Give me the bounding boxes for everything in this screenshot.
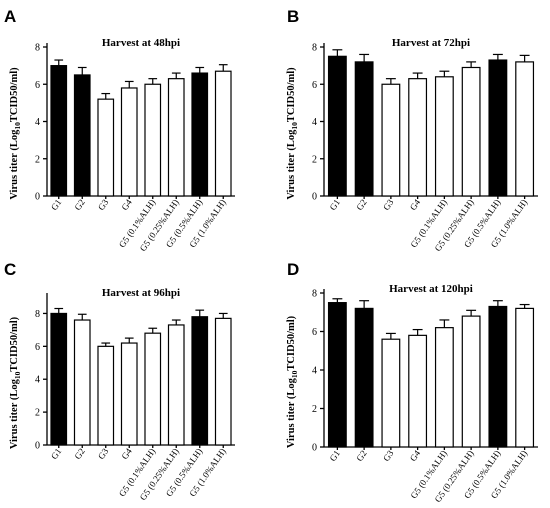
y-tick-label: 4 xyxy=(312,366,317,377)
y-axis-label: Virus titer (Log10TCID50/ml) xyxy=(286,315,299,448)
bar-g5-0-25-alh xyxy=(167,78,185,197)
x-tick-label: G4 xyxy=(119,446,134,461)
chart-title: Harvest at 96hpi xyxy=(102,287,180,299)
y-axis-label: Virus titer (Log10TCID50/ml) xyxy=(9,67,22,200)
bar-g1 xyxy=(327,55,347,197)
bar-g5-0-25-alh xyxy=(167,324,185,446)
bar-g4 xyxy=(120,87,138,197)
y-tick-label: 2 xyxy=(35,408,40,419)
y-tick-label: 8 xyxy=(312,289,317,300)
panel-letter: D xyxy=(287,260,299,279)
bar-g5-1-0-alh xyxy=(515,307,535,448)
bar-g5-0-25-alh xyxy=(461,315,481,448)
chart-panel-d: D Harvest at 120hpi Virus titer (Log10TCID… xyxy=(286,260,538,504)
bar-g3 xyxy=(97,98,115,197)
bar-g1 xyxy=(327,302,347,448)
bar-g1 xyxy=(50,65,68,197)
chart-title: Harvest at 72hpi xyxy=(392,37,470,49)
panel-letter: B xyxy=(287,7,299,26)
y-tick-label: 6 xyxy=(312,80,317,91)
bar-g5-0-1-alh xyxy=(434,327,454,448)
x-tick-label: G3 xyxy=(96,197,111,212)
x-tick-label: G4 xyxy=(408,197,423,212)
chart-panel-b: B Harvest at 72hpi Virus titer (Log10TCID5… xyxy=(286,7,538,253)
x-tick-label: G4 xyxy=(408,448,423,463)
bar-g5-0-5-alh xyxy=(488,305,508,448)
bar-g2 xyxy=(354,307,374,448)
bar-g5-1-0-alh xyxy=(214,317,232,446)
chart-panel-a: A Harvest at 48hpi Virus titer (Log10TCID5… xyxy=(4,7,235,253)
bar-g5-1-0-alh xyxy=(214,70,232,197)
x-tick-label: G4 xyxy=(119,197,134,212)
bar-g3 xyxy=(381,338,401,448)
bar-g4 xyxy=(120,342,138,446)
y-tick-label: 0 xyxy=(312,443,317,454)
y-tick-label: 6 xyxy=(35,80,40,91)
bar-g3 xyxy=(97,345,115,446)
x-tick-label: G1 xyxy=(328,197,343,212)
y-tick-label: 4 xyxy=(35,117,40,128)
x-tick-label: G1 xyxy=(49,197,64,212)
x-tick-label: G1 xyxy=(328,448,343,463)
y-tick-label: 2 xyxy=(312,404,317,415)
y-tick-label: 8 xyxy=(35,309,40,320)
x-tick-label: G2 xyxy=(354,448,369,463)
y-tick-label: 8 xyxy=(35,43,40,54)
x-tick-label: G2 xyxy=(72,446,87,461)
y-tick-label: 4 xyxy=(35,375,40,386)
bar-g5-0-25-alh xyxy=(461,66,481,197)
x-tick-label: G2 xyxy=(72,197,87,212)
y-tick-label: 8 xyxy=(312,43,317,54)
bar-g5-0-1-alh xyxy=(434,76,454,197)
bar-g5-0-1-alh xyxy=(144,83,162,197)
x-tick-label: G2 xyxy=(354,197,369,212)
bar-g5-0-5-alh xyxy=(488,59,508,197)
y-tick-label: 6 xyxy=(35,342,40,353)
y-tick-label: 2 xyxy=(35,154,40,165)
x-tick-label: G1 xyxy=(49,446,64,461)
y-axis-label: Virus titer (Log10TCID50/ml) xyxy=(9,316,22,449)
y-axis-label: Virus titer (Log10TCID50/ml) xyxy=(286,67,299,200)
bar-g2 xyxy=(73,74,91,197)
bar-g5-1-0-alh xyxy=(515,61,535,197)
y-tick-label: 4 xyxy=(312,117,317,128)
y-tick-label: 0 xyxy=(35,441,40,452)
y-tick-label: 2 xyxy=(312,154,317,165)
bar-g2 xyxy=(354,61,374,197)
bar-g2 xyxy=(73,319,91,446)
x-tick-label: G3 xyxy=(381,448,396,463)
y-tick-label: 0 xyxy=(35,192,40,203)
bar-g4 xyxy=(408,334,428,448)
bar-g4 xyxy=(408,78,428,197)
chart-title: Harvest at 120hpi xyxy=(389,283,473,295)
bar-g5-0-5-alh xyxy=(191,316,209,446)
bar-g5-0-1-alh xyxy=(144,332,162,446)
bar-g1 xyxy=(50,312,68,446)
y-tick-label: 6 xyxy=(312,327,317,338)
x-tick-label: G3 xyxy=(381,197,396,212)
chart-title: Harvest at 48hpi xyxy=(102,37,180,49)
x-tick-label: G3 xyxy=(96,446,111,461)
bar-g3 xyxy=(381,83,401,197)
bar-g5-0-5-alh xyxy=(191,72,209,197)
y-tick-label: 0 xyxy=(312,192,317,203)
panel-letter: A xyxy=(4,7,16,26)
chart-panel-c: C Harvest at 96hpi Virus titer (Log10TCID5… xyxy=(4,260,235,502)
panel-letter: C xyxy=(4,260,16,279)
